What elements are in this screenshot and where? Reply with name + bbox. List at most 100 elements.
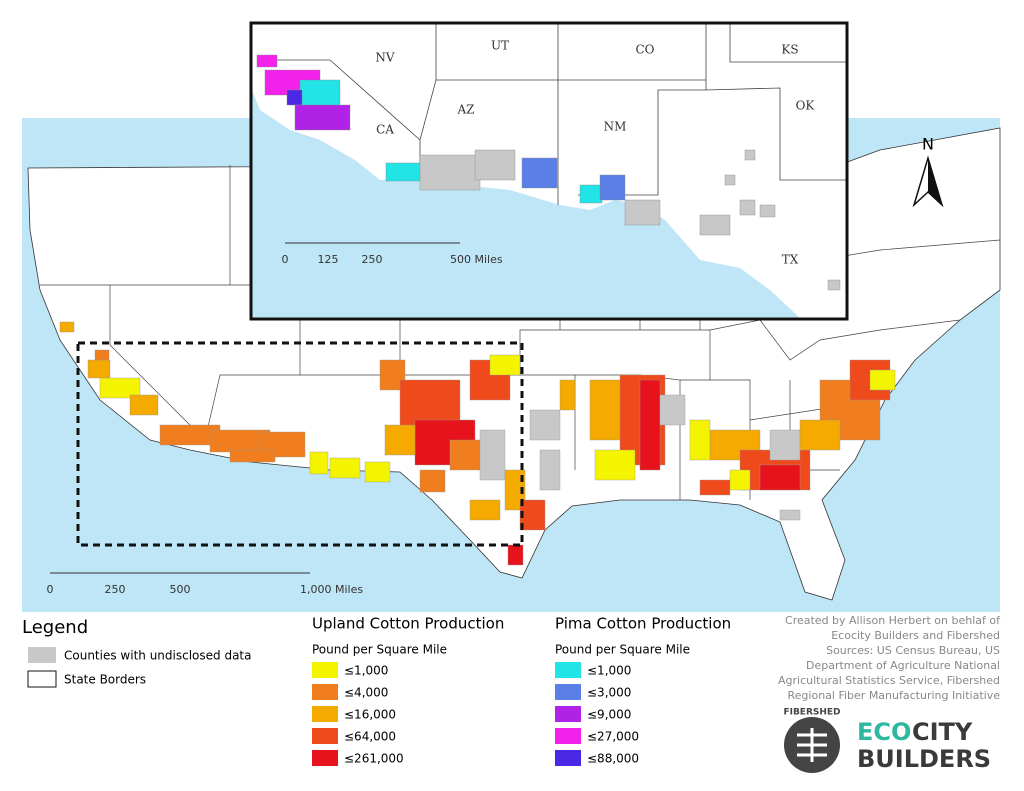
main-scale-bar: 0 250 500 1,000 Miles: [47, 572, 363, 596]
upland-class-label: ≤1,000: [344, 664, 388, 678]
upland-class-label: ≤16,000: [344, 708, 396, 722]
inset-scale-label: 500 Miles: [450, 253, 503, 266]
county: [559, 379, 576, 411]
legend-item: State Borders: [64, 673, 146, 687]
state-label: OK: [796, 99, 816, 113]
county: [59, 321, 75, 333]
county: [384, 424, 416, 456]
county: [539, 449, 561, 491]
upland-title: Upland Cotton Production: [312, 615, 504, 633]
upland-swatch: [312, 662, 338, 678]
inset-county: [474, 149, 516, 181]
upland-swatch: [312, 750, 338, 766]
credit-line: Created by Allison Herbert on behlaf of: [785, 614, 1001, 627]
pima-unit: Pound per Square Mile: [555, 643, 690, 657]
county: [699, 479, 731, 496]
inset-county: [624, 199, 661, 226]
county-layer: [59, 321, 896, 566]
upland-unit: Pound per Square Mile: [312, 643, 447, 657]
county: [309, 451, 329, 475]
county: [759, 464, 801, 491]
county: [869, 369, 896, 391]
city-text: CITY: [912, 718, 973, 746]
pima-class-label: ≤88,000: [587, 752, 639, 766]
class-legend: ≤1,000 ≤4,000 ≤16,000 ≤64,000 ≤261,000 ≤1,000…: [312, 662, 639, 766]
county: [489, 354, 521, 376]
fibershed-icon: [797, 728, 827, 762]
inset-scale-label: 250: [362, 253, 383, 266]
county: [329, 457, 361, 479]
county: [529, 409, 561, 441]
pima-swatch: [555, 706, 581, 722]
credit-line: Sources: US Census Bureau, US: [826, 644, 1000, 657]
county: [364, 461, 391, 483]
inset-extent: [76, 341, 524, 547]
inset-county: [827, 279, 841, 291]
state-label: TX: [782, 253, 799, 267]
upland-class-label: ≤261,000: [344, 752, 404, 766]
county: [779, 509, 801, 521]
inset-county: [286, 89, 303, 106]
county: [507, 544, 524, 566]
inset-frame: [249, 21, 849, 321]
county: [639, 379, 661, 471]
inset-county: [724, 174, 736, 186]
credit-line: Department of Agriculture National: [806, 659, 1000, 672]
legend: Legend Counties with undisclosed data St…: [22, 615, 731, 766]
credit-line: Agricultural Statistics Service, Fibersh…: [778, 674, 1000, 687]
state-label: NM: [604, 120, 627, 134]
county: [659, 394, 686, 426]
legend-swatch: [27, 670, 57, 688]
county: [479, 429, 506, 481]
north-arrow-half: [928, 158, 942, 205]
inset-county: [256, 54, 278, 68]
county: [449, 439, 481, 471]
county: [129, 394, 159, 416]
inset-county: [294, 104, 351, 131]
builders-text: BUILDERS: [857, 745, 991, 773]
credits: Created by Allison Herbert on behlaf of E…: [778, 614, 1001, 702]
pima-class-label: ≤3,000: [587, 686, 631, 700]
credit-line: Regional Fiber Manufacturing Initiative: [788, 689, 1001, 702]
inset-county: [599, 174, 626, 201]
eco-text: ECO: [857, 718, 911, 746]
upland-swatch: [312, 728, 338, 744]
inset-county: [739, 199, 756, 216]
inset-county: [521, 157, 558, 189]
inset-county: [579, 184, 603, 204]
legend-swatch: [28, 647, 56, 663]
pima-swatch: [555, 684, 581, 700]
county: [419, 469, 446, 493]
inset-scale-label: 125: [318, 253, 339, 266]
state-label: KS: [781, 43, 798, 57]
county: [689, 419, 711, 461]
inset-labels: NV UT CO KS OK CA AZ NM TX: [375, 39, 815, 267]
state-label: AZ: [456, 103, 474, 117]
county: [229, 449, 276, 463]
county: [799, 419, 841, 451]
state-label: CA: [376, 123, 394, 137]
fibershed-text: FIBERSHED: [783, 708, 840, 718]
pima-class-label: ≤9,000: [587, 708, 631, 722]
scale-label: 250: [105, 583, 126, 596]
pima-class-label: ≤27,000: [587, 730, 639, 744]
state-label: UT: [491, 39, 509, 53]
upland-class-label: ≤64,000: [344, 730, 396, 744]
county: [594, 449, 636, 481]
upland-class-label: ≤4,000: [344, 686, 388, 700]
county: [519, 499, 546, 531]
scale-label: 1,000 Miles: [300, 583, 363, 596]
county: [94, 349, 110, 361]
state-label: CO: [635, 43, 654, 57]
pima-class-label: ≤1,000: [587, 664, 631, 678]
logos: FIBERSHED ECO CITY BUILDERS: [783, 708, 991, 773]
inset-county: [759, 204, 776, 218]
state-label: NV: [375, 51, 395, 65]
credit-line: Ecocity Builders and Fibershed: [831, 629, 1000, 642]
inset-county: [699, 214, 731, 236]
north-label: N: [922, 135, 934, 154]
inset-county-layer: [256, 54, 841, 291]
scale-label: 500: [170, 583, 191, 596]
